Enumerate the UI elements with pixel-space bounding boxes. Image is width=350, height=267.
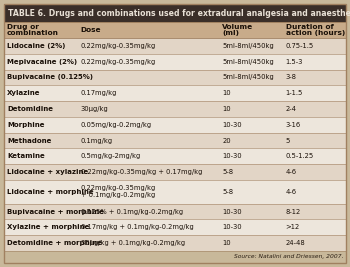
Bar bbox=[4, 219, 346, 235]
Text: 10-30: 10-30 bbox=[223, 224, 242, 230]
Text: Morphine: Morphine bbox=[7, 122, 44, 128]
Text: 0.125% + 0.1mg/kg-0.2mg/kg: 0.125% + 0.1mg/kg-0.2mg/kg bbox=[80, 209, 183, 215]
Bar bbox=[4, 148, 346, 164]
Text: 5ml-8ml/450kg: 5ml-8ml/450kg bbox=[223, 59, 274, 65]
Text: 0.17mg/kg + 0.1mg/kg-0.2mg/kg: 0.17mg/kg + 0.1mg/kg-0.2mg/kg bbox=[80, 224, 193, 230]
Text: 5-8: 5-8 bbox=[223, 169, 233, 175]
Text: Xylazine: Xylazine bbox=[7, 90, 41, 96]
Text: Methadone: Methadone bbox=[7, 138, 51, 144]
Bar bbox=[4, 133, 346, 148]
Text: 30μg/kg + 0.1mg/kg-0.2mg/kg: 30μg/kg + 0.1mg/kg-0.2mg/kg bbox=[80, 240, 185, 246]
Text: Bupivacaine + morphine: Bupivacaine + morphine bbox=[7, 209, 104, 215]
Text: 0.1mg/kg: 0.1mg/kg bbox=[80, 138, 113, 144]
Text: 0.75-1.5: 0.75-1.5 bbox=[286, 43, 314, 49]
Text: Bupivacaine (0.125%): Bupivacaine (0.125%) bbox=[7, 74, 93, 80]
Text: Lidocaine + xylazine: Lidocaine + xylazine bbox=[7, 169, 88, 175]
Text: 10: 10 bbox=[223, 106, 231, 112]
Text: TABLE 6. Drugs and combinations used for extradural analgesia and anaesthesia: TABLE 6. Drugs and combinations used for… bbox=[8, 9, 350, 18]
Text: 0.22mg/kg-0.35mg/kg + 0.17mg/kg: 0.22mg/kg-0.35mg/kg + 0.17mg/kg bbox=[80, 169, 202, 175]
Text: 10-30: 10-30 bbox=[223, 122, 242, 128]
Bar bbox=[4, 204, 346, 219]
Text: Volume
(ml): Volume (ml) bbox=[223, 23, 254, 36]
Text: Drug or
combination: Drug or combination bbox=[7, 23, 59, 36]
Text: 3-8: 3-8 bbox=[286, 74, 297, 80]
Text: Source: Natalini and Driessen, 2007.: Source: Natalini and Driessen, 2007. bbox=[233, 254, 343, 260]
Bar bbox=[4, 70, 346, 85]
Text: Ketamine: Ketamine bbox=[7, 153, 45, 159]
Text: 10-30: 10-30 bbox=[223, 209, 242, 215]
Bar bbox=[4, 85, 346, 101]
Text: 1.5-3: 1.5-3 bbox=[286, 59, 303, 65]
Bar bbox=[4, 38, 346, 54]
Text: Duration of
action (hours): Duration of action (hours) bbox=[286, 23, 345, 36]
Text: 5ml-8ml/450kg: 5ml-8ml/450kg bbox=[223, 43, 274, 49]
Text: 0.22mg/kg-0.35mg/kg: 0.22mg/kg-0.35mg/kg bbox=[80, 59, 156, 65]
Text: Xylazine + morphine: Xylazine + morphine bbox=[7, 224, 89, 230]
Bar bbox=[4, 180, 346, 204]
Text: 5: 5 bbox=[286, 138, 290, 144]
Text: 0.22mg/kg-0.35mg/kg
+ 0.1mg/kg-0.2mg/kg: 0.22mg/kg-0.35mg/kg + 0.1mg/kg-0.2mg/kg bbox=[80, 186, 156, 198]
Text: 20: 20 bbox=[223, 138, 231, 144]
Text: Lidocaine + morphine: Lidocaine + morphine bbox=[7, 189, 94, 195]
Bar bbox=[4, 164, 346, 180]
Text: >12: >12 bbox=[286, 224, 300, 230]
Text: 5-8: 5-8 bbox=[223, 189, 233, 195]
Text: Detomidine: Detomidine bbox=[7, 106, 53, 112]
Text: 8-12: 8-12 bbox=[286, 209, 301, 215]
Text: 10: 10 bbox=[223, 240, 231, 246]
Bar bbox=[4, 251, 346, 263]
Bar bbox=[4, 235, 346, 251]
Text: 5ml-8ml/450kg: 5ml-8ml/450kg bbox=[223, 74, 274, 80]
Text: 0.5-1.25: 0.5-1.25 bbox=[286, 153, 314, 159]
Bar bbox=[4, 117, 346, 133]
Text: 4-6: 4-6 bbox=[286, 169, 297, 175]
Bar bbox=[4, 54, 346, 70]
Bar bbox=[4, 101, 346, 117]
Bar bbox=[4, 22, 346, 38]
Bar bbox=[4, 4, 346, 22]
Text: 4-6: 4-6 bbox=[286, 189, 297, 195]
Text: 3-16: 3-16 bbox=[286, 122, 301, 128]
Text: 10-30: 10-30 bbox=[223, 153, 242, 159]
Text: Detomidine + morphine: Detomidine + morphine bbox=[7, 240, 102, 246]
Text: 0.17mg/kg: 0.17mg/kg bbox=[80, 90, 117, 96]
Text: 10: 10 bbox=[223, 90, 231, 96]
Text: 30μg/kg: 30μg/kg bbox=[80, 106, 108, 112]
Text: 0.5mg/kg-2mg/kg: 0.5mg/kg-2mg/kg bbox=[80, 153, 141, 159]
Text: Dose: Dose bbox=[80, 27, 101, 33]
Text: 0.05mg/kg-0.2mg/kg: 0.05mg/kg-0.2mg/kg bbox=[80, 122, 152, 128]
Text: 24-48: 24-48 bbox=[286, 240, 306, 246]
Text: 1-1.5: 1-1.5 bbox=[286, 90, 303, 96]
Text: Lidocaine (2%): Lidocaine (2%) bbox=[7, 43, 65, 49]
Text: 0.22mg/kg-0.35mg/kg: 0.22mg/kg-0.35mg/kg bbox=[80, 43, 156, 49]
Text: Mepivacaine (2%): Mepivacaine (2%) bbox=[7, 59, 77, 65]
Text: 2-4: 2-4 bbox=[286, 106, 297, 112]
